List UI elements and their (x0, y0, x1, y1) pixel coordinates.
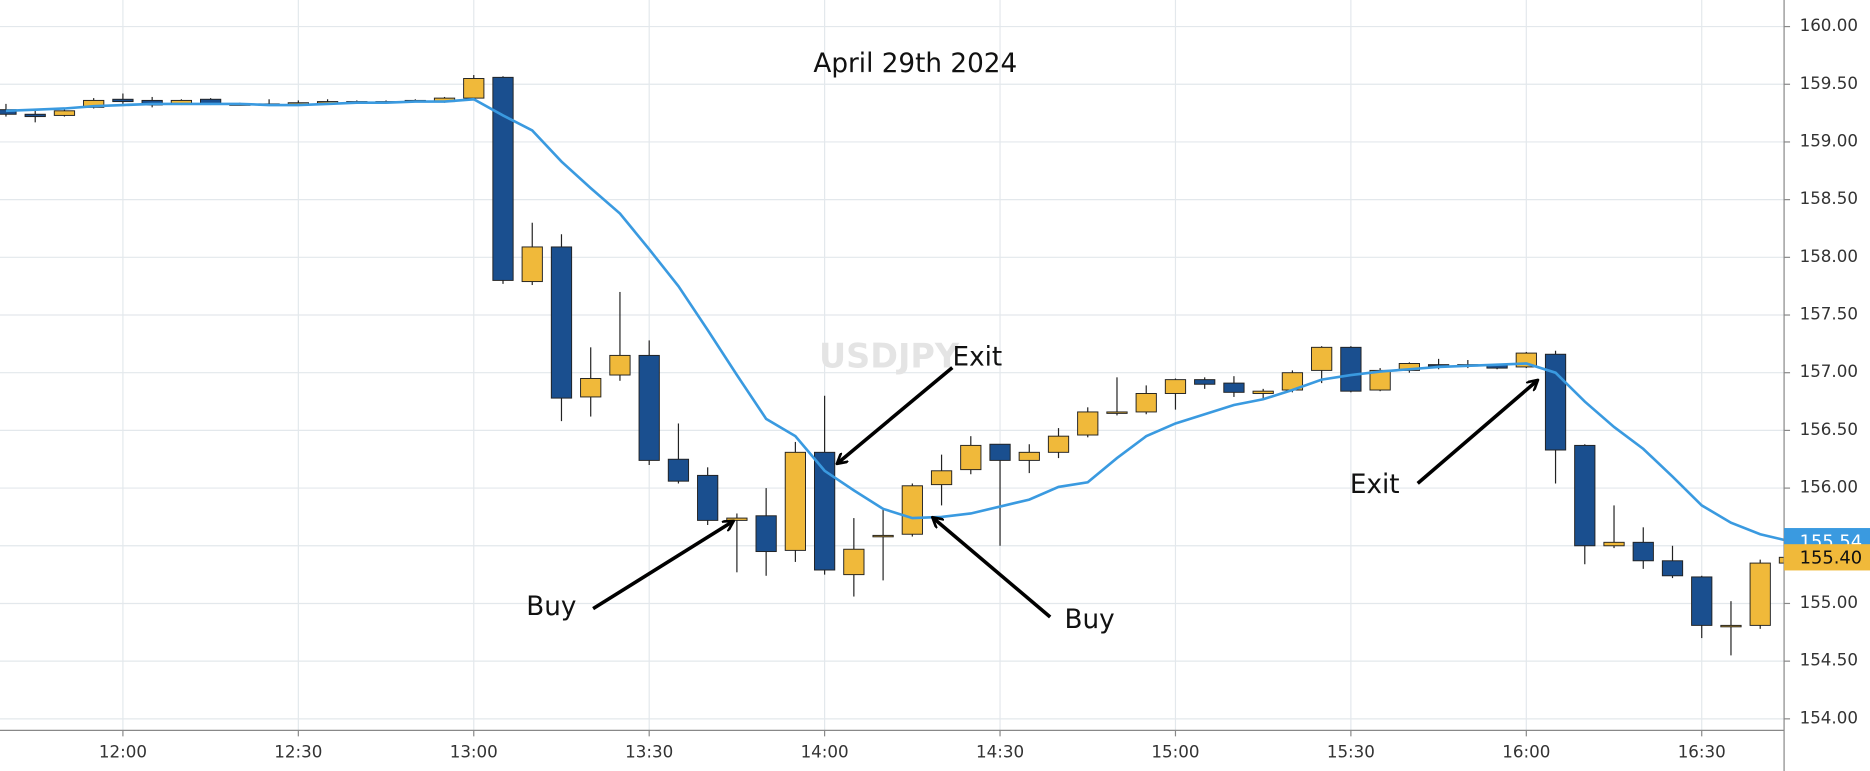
candle-body (1018, 451, 1040, 461)
x-tick-label: 12:00 (99, 742, 147, 762)
candle-body (1574, 444, 1596, 547)
candle-body (960, 444, 982, 471)
candle-body (1077, 411, 1099, 436)
candle-body (1691, 576, 1713, 626)
candle-body (843, 548, 865, 576)
candle-body (53, 110, 76, 116)
annotation: Exit (953, 343, 1003, 373)
candle-body (492, 76, 514, 281)
y-tick-label: 157.50 (1800, 304, 1858, 324)
candle-body (609, 354, 631, 376)
candle-body (1106, 411, 1128, 414)
annotation: Buy (526, 592, 576, 622)
candle-body (1603, 541, 1625, 547)
annotation: Exit (1350, 470, 1400, 500)
chart-title: April 29th 2024 (813, 49, 1017, 79)
overlay: 154.00154.50155.00155.50156.00156.50157.… (99, 15, 1870, 762)
arrows (592, 366, 1537, 619)
candle-body (580, 378, 602, 398)
x-tick-label: 14:30 (976, 742, 1024, 762)
candle-body (521, 246, 543, 283)
x-tick-label: 12:30 (274, 742, 322, 762)
candle-body (784, 451, 806, 551)
watermark: USDJPY (819, 337, 960, 376)
candle-body (1194, 379, 1216, 385)
candle-body (112, 98, 134, 103)
y-tick-label: 156.50 (1800, 419, 1858, 439)
candle-body (930, 470, 953, 486)
candle-body (24, 113, 46, 118)
candle-body (726, 517, 748, 521)
candle-body (872, 534, 894, 538)
x-tick-label: 13:30 (625, 742, 673, 762)
candle-body (550, 246, 573, 399)
candle-body (1749, 562, 1771, 626)
candle-body (1252, 390, 1274, 394)
candle-body (989, 443, 1011, 461)
moving-average (5, 97, 1790, 543)
candle-body (697, 474, 719, 521)
x-tick-label: 15:00 (1151, 742, 1199, 762)
candle-body (667, 458, 690, 482)
y-tick-label: 155.00 (1800, 592, 1858, 612)
arrow (1416, 381, 1537, 485)
y-tick-label: 154.00 (1800, 707, 1858, 727)
y-tick-label: 156.00 (1800, 477, 1858, 497)
x-tick-label: 14:00 (801, 742, 849, 762)
annotation: Buy (1064, 605, 1114, 635)
candle-body (638, 354, 660, 461)
candle-body (901, 485, 923, 535)
x-tick-label: 13:00 (450, 742, 498, 762)
plot (0, 75, 1801, 656)
y-tick-label: 159.50 (1800, 73, 1858, 93)
arrow (592, 522, 733, 611)
y-tick-label: 157.00 (1800, 361, 1858, 381)
candle-body (1632, 541, 1654, 562)
candle-body (1544, 353, 1567, 451)
candle-body (813, 451, 836, 571)
x-tick-label: 15:30 (1327, 742, 1375, 762)
candle-body (1135, 393, 1157, 413)
candle-body (1223, 382, 1245, 393)
candle-body (1311, 346, 1333, 371)
candle-body (755, 515, 777, 553)
x-tick-label: 16:00 (1502, 742, 1550, 762)
candle-body (463, 78, 485, 99)
y-tick-label: 158.50 (1800, 188, 1858, 208)
candle-body (1720, 624, 1742, 628)
y-tick-label: 154.50 (1800, 650, 1858, 670)
x-tick-label: 16:30 (1678, 742, 1726, 762)
price-marker-label: 155.40 (1800, 548, 1863, 569)
candle-body (1047, 435, 1070, 453)
candle-body (1661, 560, 1684, 577)
y-tick-label: 158.00 (1800, 246, 1858, 266)
price-marker (1784, 544, 1870, 571)
candle-body (1340, 346, 1362, 392)
arrow (838, 366, 954, 463)
y-tick-label: 159.00 (1800, 130, 1858, 150)
arrow (933, 518, 1052, 619)
candle-body (1164, 379, 1187, 394)
y-tick-label: 160.00 (1800, 15, 1858, 35)
